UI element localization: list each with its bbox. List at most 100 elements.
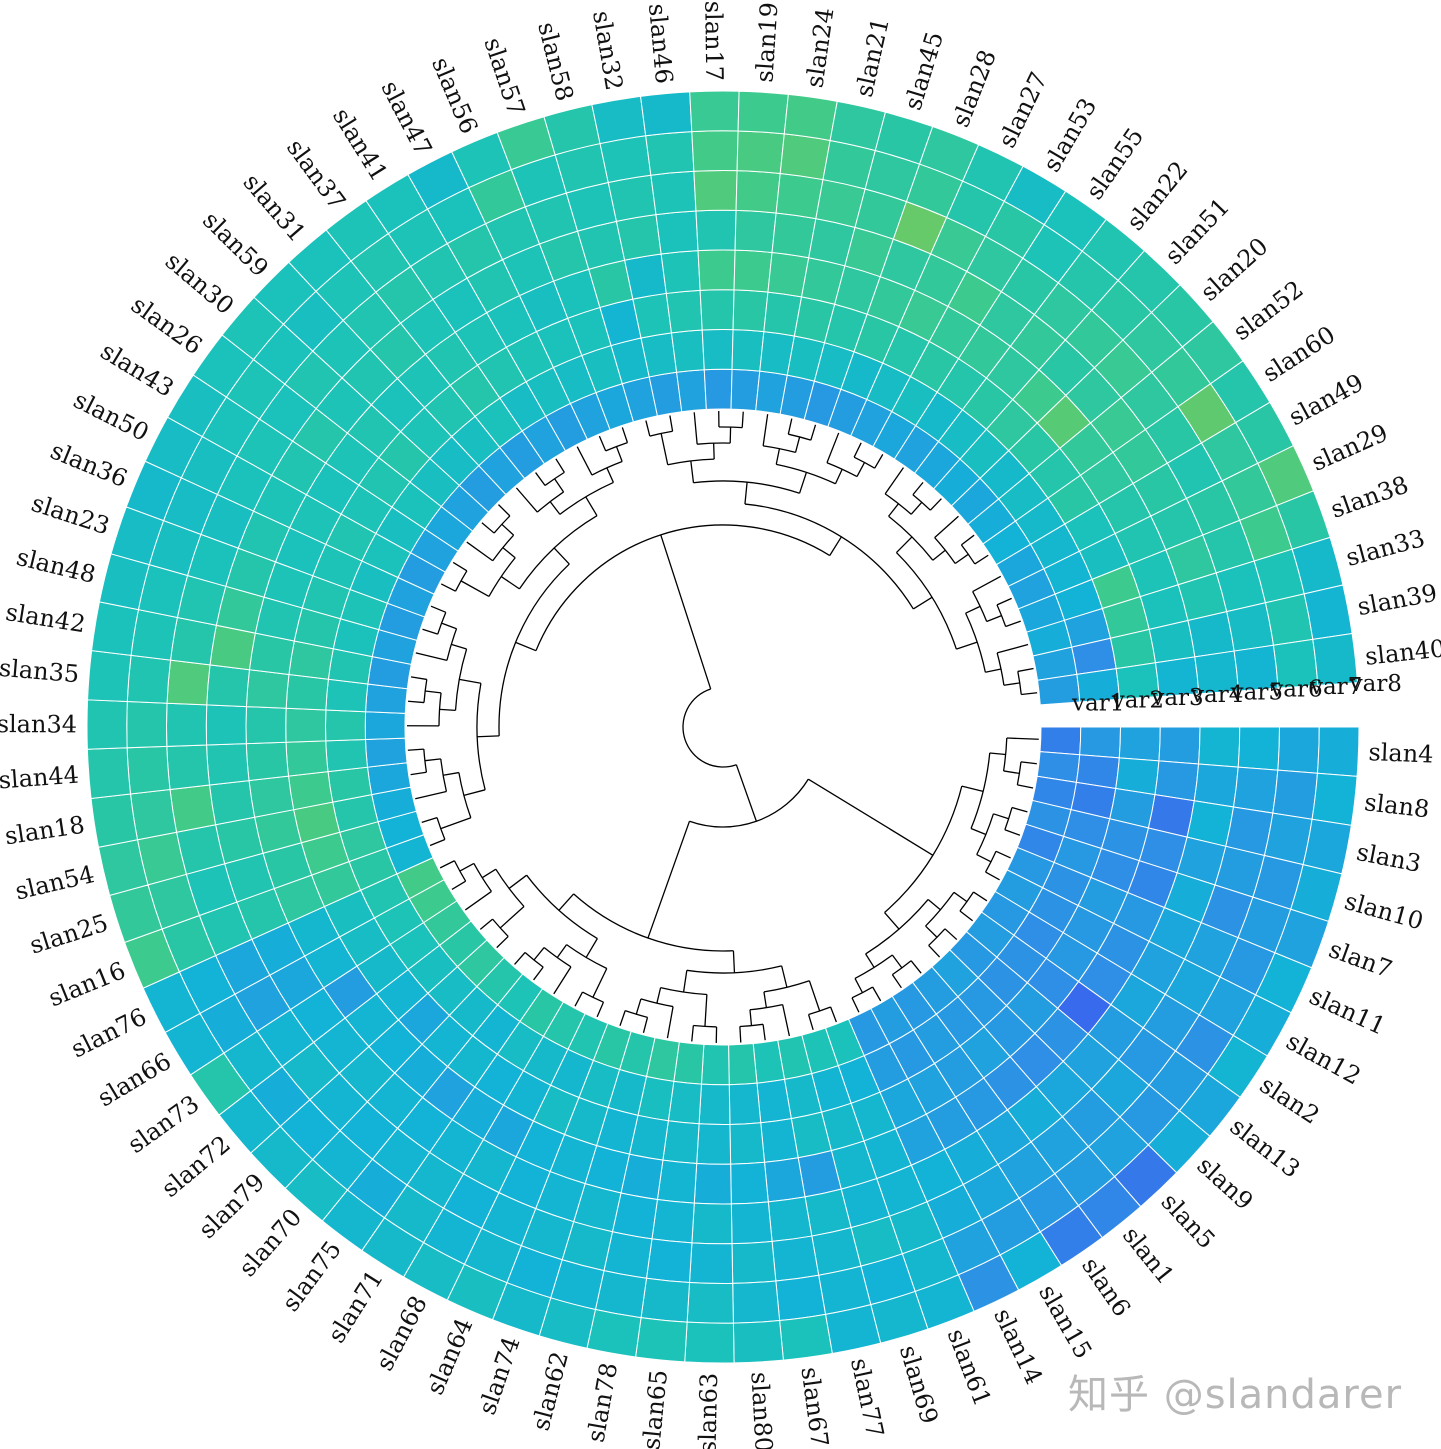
leaf-label-slan51: slan51	[1159, 192, 1235, 269]
leaf-label-slan53: slan53	[1038, 93, 1103, 176]
leaf-label-slan7: slan7	[1325, 935, 1396, 984]
dendrogram-branch	[576, 446, 593, 476]
heatmap-cell-slan19-var6	[735, 170, 781, 214]
dendrogram-branch	[682, 970, 688, 993]
heatmap-cell-slan78-var7	[594, 1270, 648, 1319]
heatmap-cell-slan34-var6	[166, 702, 208, 747]
dendrogram-branch	[415, 790, 447, 800]
dendrogram-branch	[927, 898, 941, 911]
dendrogram-branch	[598, 435, 607, 452]
heatmap-cell-slan34-var2	[325, 709, 367, 742]
dendrogram-branch	[794, 436, 801, 453]
leaf-label-slan46: slan46	[643, 2, 678, 85]
dendrogram-arc	[851, 986, 873, 999]
dendrogram-branch	[690, 460, 695, 483]
dendrogram-branch	[741, 411, 744, 428]
leaf-label-slan14: slan14	[988, 1304, 1048, 1389]
dendrogram-branch	[439, 708, 456, 711]
dendrogram-branch	[533, 966, 544, 981]
dendrogram-branch	[499, 906, 525, 929]
dendrogram-branch	[481, 522, 495, 534]
dendrogram-branch	[500, 575, 520, 590]
leaf-label-slan74: slan74	[473, 1333, 526, 1418]
dendrogram-branch	[744, 482, 748, 505]
dendrogram-branch	[986, 614, 1002, 623]
dendrogram-branch	[1017, 667, 1034, 673]
heatmap-cell-slan44-var4	[245, 741, 290, 782]
dendrogram-branch	[440, 583, 456, 592]
dendrogram-branch	[961, 785, 984, 793]
dendrogram-branch	[856, 462, 866, 477]
leaf-label-slan29: slan29	[1307, 419, 1392, 477]
leaf-label-slan33: slan33	[1343, 524, 1428, 572]
dendrogram-branch	[496, 935, 509, 949]
dendrogram-branch	[970, 827, 987, 836]
dendrogram-branch	[965, 605, 981, 614]
dendrogram-branch	[704, 994, 708, 1027]
dendrogram-branch	[533, 947, 545, 961]
leaf-label-slan26: slan26	[126, 291, 207, 361]
dendrogram-branch	[430, 605, 447, 613]
heatmap-cell-slan32-var8	[591, 95, 647, 145]
dendrogram-branch	[606, 467, 615, 483]
dendrogram-branch	[429, 838, 446, 847]
leaf-label-slan15: slan15	[1033, 1280, 1097, 1364]
leaf-label-slan65: slan65	[637, 1368, 673, 1449]
dendrogram-branch	[424, 758, 441, 762]
leaf-label-slan77: slan77	[845, 1356, 889, 1440]
leaf-label-slan64: slan64	[421, 1314, 479, 1399]
leaf-label-slan38: slan38	[1327, 470, 1412, 523]
dendrogram-branch	[913, 596, 933, 610]
dendrogram-arc	[996, 652, 1005, 686]
heatmap-cell-slan4-var4	[1158, 726, 1201, 765]
heatmap-cell-slan17-var3	[699, 289, 735, 331]
dendrogram-branch	[415, 652, 448, 661]
variable-label-var7: var7	[1309, 674, 1362, 700]
dendrogram-branch	[1005, 620, 1021, 628]
leaf-label-slan49: slan49	[1284, 368, 1368, 431]
dendrogram-branch	[459, 862, 475, 872]
dendrogram-arc	[423, 749, 428, 773]
dendrogram-branch	[762, 1024, 766, 1041]
dendrogram-branch	[558, 893, 575, 911]
dendrogram-branch	[974, 554, 989, 565]
heatmap-cell-slan8-var4	[1154, 760, 1200, 802]
heatmap-cell-slan17-var2	[701, 329, 734, 371]
leaf-label-slan30: slan30	[160, 247, 239, 320]
leaf-label-slan32: slan32	[587, 9, 628, 93]
leaf-label-slan13: slan13	[1225, 1112, 1306, 1183]
leaf-label-slan72: slan72	[156, 1130, 236, 1203]
dendrogram-branch	[884, 467, 904, 495]
leaf-label-slan4: slan4	[1368, 738, 1434, 769]
heatmap-cell-slan19-var7	[736, 130, 785, 174]
dendrogram-arc	[667, 458, 715, 466]
dendrogram-branch	[410, 771, 427, 776]
leaf-label-slan22: slan22	[1121, 156, 1194, 236]
dendrogram-branch	[556, 944, 568, 958]
dendrogram-branch	[443, 771, 460, 776]
heatmap-cell-slan42-var7	[130, 609, 178, 661]
dendrogram-branch	[555, 458, 565, 473]
leaf-label-slan20: slan20	[1195, 232, 1274, 306]
heatmap-cells	[86, 90, 1360, 1364]
dendrogram-branch	[479, 918, 494, 930]
dendrogram-arc	[788, 433, 812, 441]
leaf-label-slan69: slan69	[894, 1342, 944, 1427]
leaf-label-slan25: slan25	[26, 909, 111, 960]
variable-label-var4: var4	[1190, 682, 1243, 708]
dendrogram-branch	[464, 890, 492, 911]
dendrogram-branch	[410, 676, 427, 681]
heatmap-cell-slan4-var2	[1079, 726, 1122, 759]
dendrogram-branch	[775, 448, 781, 465]
heatmap-cell-slan32-var6	[607, 174, 657, 222]
dendrogram-root-branch	[807, 778, 934, 856]
dendrogram-arc	[763, 445, 796, 454]
dendrogram-branch	[884, 912, 900, 930]
dendrogram-branch	[642, 1017, 649, 1033]
dendrogram-branch	[615, 446, 623, 462]
dendrogram-branch	[888, 503, 899, 517]
dendrogram-arc	[912, 494, 931, 511]
heatmap-cell-slan34-var3	[285, 707, 327, 743]
